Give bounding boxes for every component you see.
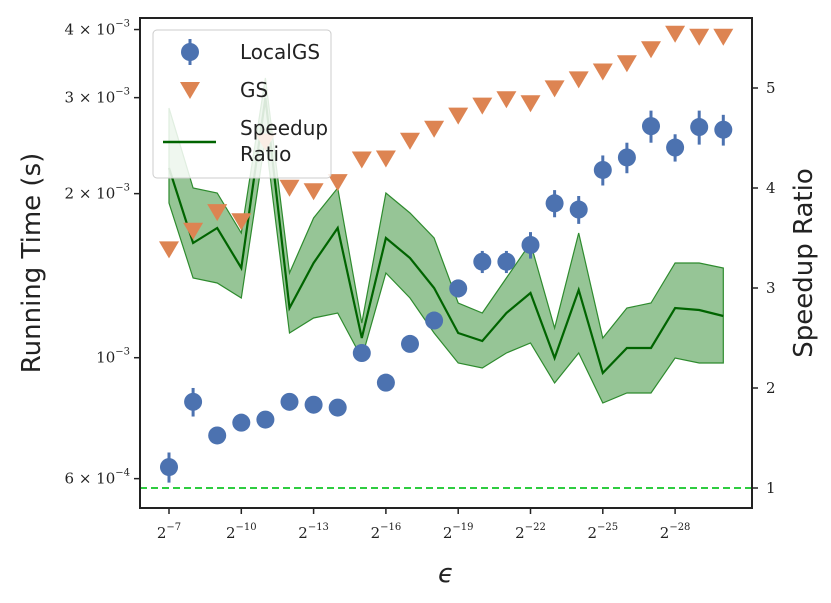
localgs-marker — [617, 148, 636, 167]
y-left-tick-label: 6 × 10−4 — [65, 468, 131, 488]
localgs-marker — [184, 392, 203, 411]
localgs-marker — [569, 200, 588, 219]
y-left-tick-label: 3 × 10−3 — [65, 87, 131, 107]
y-right-tick-label: 1 — [766, 479, 776, 497]
y-right-tick-label: 3 — [766, 279, 776, 297]
x-tick-label: 2−13 — [298, 522, 329, 542]
localgs-marker — [473, 252, 492, 271]
plot-frame — [139, 17, 753, 509]
localgs-marker — [256, 410, 275, 429]
gs-marker — [665, 25, 686, 43]
x-tick-label: 2−16 — [371, 522, 402, 542]
localgs-marker — [304, 395, 323, 414]
localgs-marker — [642, 117, 660, 136]
legend-gs-label: GS — [240, 78, 268, 102]
gs-marker — [616, 55, 637, 73]
x-tick-label: 2−19 — [443, 522, 474, 542]
gs-marker — [496, 91, 517, 109]
localgs-marker — [328, 398, 347, 417]
x-tick-label: 2−25 — [587, 522, 618, 542]
speedup-confidence-band — [168, 77, 724, 404]
legend-gs-marker — [180, 82, 200, 99]
x-tick-label: 2−28 — [660, 522, 691, 542]
gs-marker — [424, 120, 445, 138]
gs-marker — [592, 63, 613, 81]
gs-marker — [207, 204, 228, 222]
y-right-tick-label: 5 — [766, 79, 776, 97]
legend-speedup-label-line1: Speedup — [240, 116, 328, 140]
legend-localgs-label: LocalGS — [240, 40, 320, 64]
legend-localgs-marker — [181, 43, 199, 61]
localgs-marker — [401, 334, 419, 353]
x-tick-label: 2−10 — [226, 522, 257, 542]
localgs-marker — [545, 194, 564, 213]
localgs-marker — [232, 413, 251, 432]
gs-marker — [520, 95, 541, 113]
localgs-marker — [425, 311, 444, 330]
gs-marker — [713, 28, 734, 46]
y-left-axis-title: Running Time (s) — [17, 153, 47, 374]
x-axis-title: ϵ — [438, 559, 454, 589]
gs-marker — [641, 41, 661, 59]
localgs-marker — [449, 279, 468, 298]
gs-marker — [303, 183, 324, 201]
y-right-tick-label: 4 — [766, 179, 776, 197]
confidence-band-layer — [168, 77, 724, 404]
x-tick-label: 2−7 — [157, 522, 181, 542]
y-left-tick-label: 2 × 10−3 — [65, 183, 131, 203]
gs-marker — [568, 71, 589, 89]
gs-marker — [327, 174, 348, 192]
gs-marker — [544, 80, 565, 98]
y-right-axis-title: Speedup Ratio — [789, 168, 819, 358]
localgs-marker — [521, 235, 540, 254]
axes-layer: 2−7 2−10 2−13 2−16 2−19 2−22 2−25 2−28 6 × 10−4 1… — [17, 17, 819, 589]
localgs-marker — [280, 392, 299, 411]
y-left-tick-label: 4 × 10−3 — [65, 19, 131, 39]
gs-marker — [689, 28, 710, 46]
legend-speedup-label-line2: Ratio — [240, 142, 291, 166]
y-left-tick-label: 10−3 — [96, 347, 130, 367]
localgs-marker — [714, 120, 733, 139]
localgs-marker-layer — [160, 110, 733, 483]
localgs-marker — [593, 160, 612, 179]
gs-marker — [351, 151, 372, 169]
gs-marker — [472, 97, 493, 115]
gs-marker — [279, 179, 300, 197]
localgs-marker — [160, 458, 178, 477]
localgs-marker — [376, 373, 395, 392]
gs-marker — [448, 107, 469, 125]
x-tick-label: 2−22 — [515, 522, 546, 542]
localgs-marker — [497, 252, 516, 271]
y-right-tick-label: 2 — [766, 379, 776, 397]
gs-marker — [400, 132, 420, 150]
gs-marker — [159, 241, 179, 259]
localgs-marker — [666, 138, 685, 157]
gs-marker — [231, 213, 252, 231]
gs-marker — [183, 222, 204, 240]
gs-marker — [375, 150, 396, 168]
localgs-marker — [690, 118, 709, 137]
gs-marker-layer — [159, 25, 734, 259]
localgs-marker — [352, 344, 371, 363]
localgs-marker — [208, 426, 227, 445]
